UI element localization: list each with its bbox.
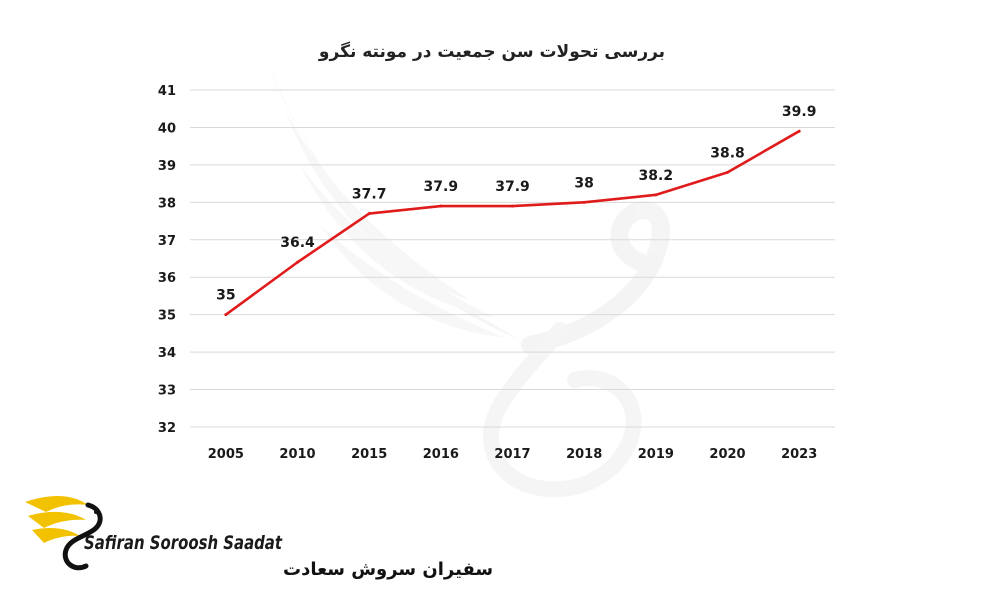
logo: Safiran Soroosh Saadat سفیران سروش سعادت xyxy=(25,496,493,580)
y-tick-label: 37 xyxy=(158,234,176,249)
y-tick-label: 35 xyxy=(158,309,176,324)
x-tick-label: 2016 xyxy=(423,447,459,462)
x-tick-label: 2017 xyxy=(494,447,530,462)
data-label: 37.7 xyxy=(352,187,387,203)
y-tick-label: 34 xyxy=(158,346,176,361)
data-point xyxy=(224,313,228,317)
y-tick-label: 40 xyxy=(158,121,176,136)
y-tick-label: 39 xyxy=(158,159,176,174)
data-point xyxy=(511,204,514,208)
data-label: 37.9 xyxy=(495,179,530,195)
x-tick-label: 2010 xyxy=(279,447,315,462)
data-point xyxy=(797,129,801,133)
data-label: 38.2 xyxy=(639,168,674,184)
winged-swan-icon xyxy=(25,496,103,571)
data-label: 36.4 xyxy=(280,235,315,251)
data-label: 38.8 xyxy=(710,145,745,161)
y-tick-label: 33 xyxy=(158,384,176,399)
x-tick-label: 2023 xyxy=(781,447,817,462)
data-point xyxy=(439,204,443,208)
data-point xyxy=(296,260,299,264)
x-tick-label: 2020 xyxy=(709,447,745,462)
gridlines xyxy=(190,89,835,428)
x-tick-label: 2005 xyxy=(208,447,244,462)
y-tick-label: 32 xyxy=(158,421,176,436)
data-point xyxy=(582,200,586,204)
data-label: 37.9 xyxy=(424,179,459,195)
series-layer xyxy=(224,129,801,317)
logo-text-persian: سفیران سروش سعادت xyxy=(283,559,493,580)
y-tick-label: 36 xyxy=(158,271,176,286)
data-point xyxy=(726,170,729,174)
y-tick-label: 38 xyxy=(158,196,176,211)
data-label: 39.9 xyxy=(782,104,817,120)
swan-wing-watermark-icon xyxy=(268,62,670,498)
data-point xyxy=(367,212,371,216)
x-axis-ticks: 2005 2010 2015 2016 2017 2018 2019 2020 2023 xyxy=(208,447,818,462)
chart-title: بررسی تحولات سن جمعیت در مونته نگرو xyxy=(318,41,665,62)
data-labels: 35 36.4 37.7 37.9 37.9 38 38.2 38.8 39.9 xyxy=(216,104,816,303)
x-tick-label: 2015 xyxy=(351,447,387,462)
x-tick-label: 2019 xyxy=(638,447,674,462)
data-label: 35 xyxy=(216,288,235,304)
y-tick-label: 41 xyxy=(158,84,176,99)
data-label: 38 xyxy=(574,175,593,191)
logo-text-latin: Safiran Soroosh Saadat xyxy=(84,532,283,554)
y-axis-ticks: 32 33 34 35 36 37 38 39 40 41 xyxy=(158,84,176,436)
x-tick-label: 2018 xyxy=(566,447,602,462)
data-point xyxy=(654,193,658,197)
